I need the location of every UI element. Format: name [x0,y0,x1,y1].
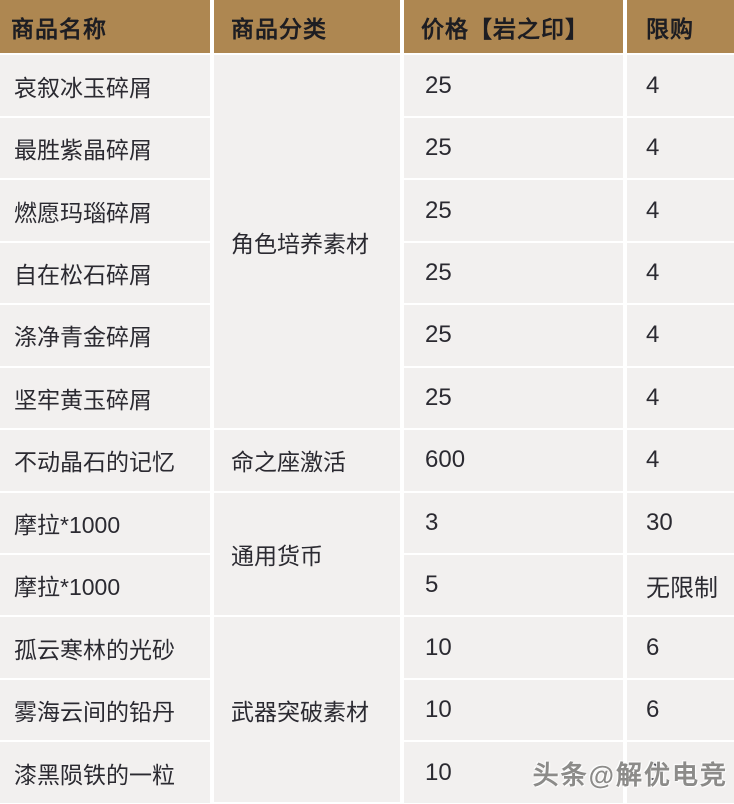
table-row: 自在松石碎屑 25 4 [0,240,734,306]
table-row: 摩拉*1000 5 无限制 [0,553,734,618]
table-row: 哀叙冰玉碎屑 角色培养素材 25 4 [0,53,734,431]
cell-limit: 4 [623,240,734,306]
table-row: 摩拉*1000 通用货币 3 30 [0,490,734,618]
cell-limit: 30 [623,490,734,556]
cell-product-name: 漆黑陨铁的一粒 [0,740,214,803]
table-row: 燃愿玛瑙碎屑 25 4 [0,178,734,243]
table-row: 坚牢黄玉碎屑 25 4 [0,365,734,431]
cell-category-common-currency: 通用货币 [210,490,404,618]
cell-category-weapon-ascension: 武器突破素材 [210,615,404,804]
cell-limit: 4 [623,303,734,368]
header-product-category: 商品分类 [210,0,404,56]
table-row: 不动晶石的记忆 命之座激活 600 4 [0,428,734,493]
cell-limit: 4 [623,53,734,118]
cell-product-name: 孤云寒林的光砂 [0,615,214,680]
cell-limit: 6 [623,615,734,680]
cell-product-name: 不动晶石的记忆 [0,428,214,493]
cell-limit: 4 [623,115,734,181]
cell-price: 3 [400,490,627,556]
cell-product-name: 摩拉*1000 [0,490,214,556]
cell-price: 25 [400,53,627,118]
cell-price: 5 [400,553,627,618]
cell-limit: 6 [623,677,734,743]
header-price-geo-sigil: 价格【岩之印】 [400,0,627,56]
cell-price: 25 [400,240,627,306]
cell-product-name: 涤净青金碎屑 [0,303,214,368]
cell-price: 600 [400,428,627,493]
cell-product-name: 最胜紫晶碎屑 [0,115,214,181]
header-row: 商品名称 商品分类 价格【岩之印】 限购 [0,0,734,56]
cell-category-character-materials: 角色培养素材 [210,53,404,431]
table-row: 漆黑陨铁的一粒 10 6 [0,740,734,803]
cell-product-name: 坚牢黄玉碎屑 [0,365,214,431]
cell-price: 10 [400,740,627,803]
table-row: 涤净青金碎屑 25 4 [0,303,734,368]
cell-price: 25 [400,178,627,243]
cell-limit: 4 [623,365,734,431]
cell-limit: 4 [623,428,734,493]
cell-price: 10 [400,615,627,680]
cell-limit: 无限制 [623,553,734,618]
cell-price: 25 [400,303,627,368]
cell-price: 25 [400,365,627,431]
table-row: 孤云寒林的光砂 武器突破素材 10 6 [0,615,734,804]
cell-limit: 6 [623,740,734,803]
cell-product-name: 燃愿玛瑙碎屑 [0,178,214,243]
cell-category-constellation: 命之座激活 [210,428,404,493]
cell-price: 10 [400,677,627,743]
table-row: 最胜紫晶碎屑 25 4 [0,115,734,181]
table-row: 雾海云间的铅丹 10 6 [0,677,734,743]
header-purchase-limit: 限购 [623,0,734,56]
header-product-name: 商品名称 [0,0,214,56]
cell-product-name: 摩拉*1000 [0,553,214,618]
cell-price: 25 [400,115,627,181]
cell-product-name: 哀叙冰玉碎屑 [0,53,214,118]
cell-product-name: 自在松石碎屑 [0,240,214,306]
cell-product-name: 雾海云间的铅丹 [0,677,214,743]
cell-limit: 4 [623,178,734,243]
